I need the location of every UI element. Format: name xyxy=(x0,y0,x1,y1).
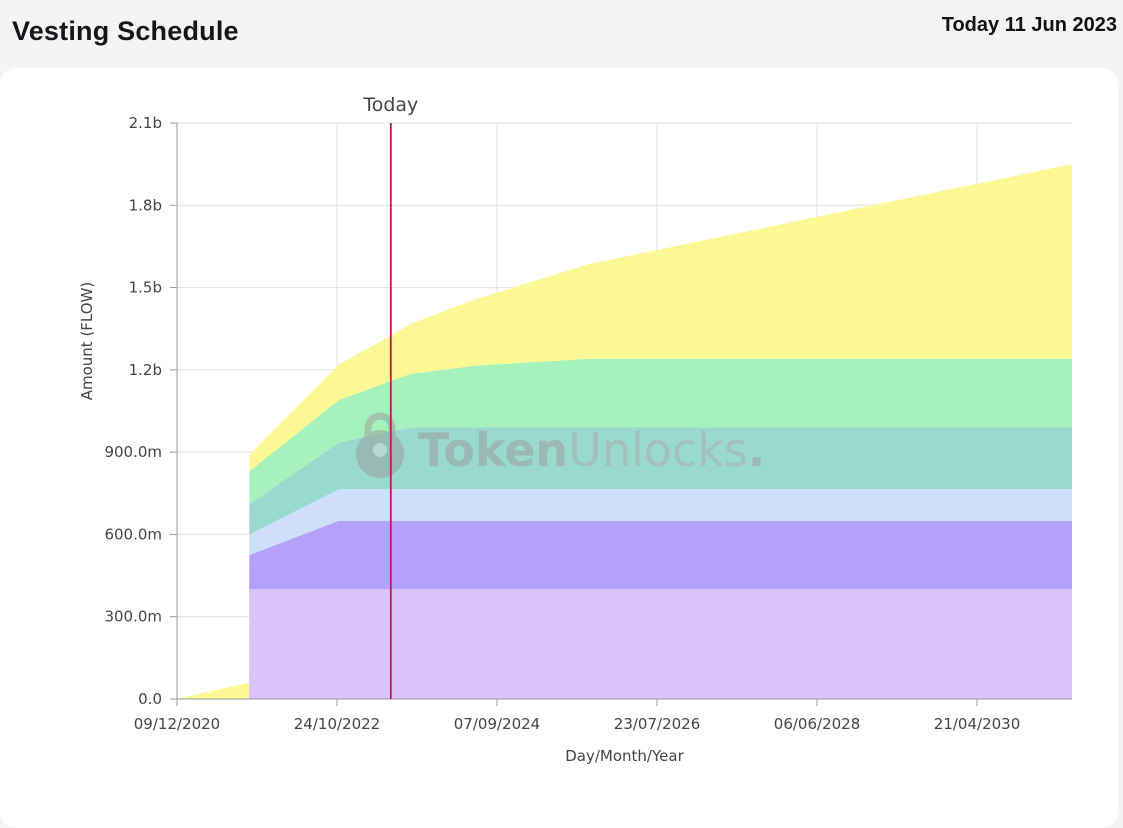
watermark-bold: Token xyxy=(418,423,568,477)
series-area-4 xyxy=(177,427,1072,699)
x-tick-label: 21/04/2030 xyxy=(934,715,1020,733)
today-date: Today 11 Jun 2023 xyxy=(941,14,1117,36)
y-tick-label: 0.0 xyxy=(138,690,162,708)
y-tick-label: 1.5b xyxy=(129,279,162,297)
y-tick-label: 300.0m xyxy=(104,608,162,626)
axes: 0.0 300.0m 600.0m 900.0m 1.2b 1.5b 1.8b 2.1b 09/… xyxy=(78,114,1072,765)
y-tick-label: 1.2b xyxy=(129,361,162,379)
y-tick-label: 600.0m xyxy=(104,525,162,543)
x-tick-label: 23/07/2026 xyxy=(614,715,700,733)
today-label: Today xyxy=(362,94,418,116)
y-axis-title: Amount (FLOW) xyxy=(78,282,96,401)
series-area-3 xyxy=(177,489,1072,699)
watermark: TokenUnlocks. xyxy=(356,412,765,478)
y-tick-label: 1.8b xyxy=(129,196,162,214)
page-title: Vesting Schedule xyxy=(12,16,239,46)
watermark-dot: . xyxy=(748,423,765,477)
y-tick-label: 900.0m xyxy=(104,443,162,461)
series-area-2 xyxy=(177,520,1072,699)
series-area-6 xyxy=(177,164,1072,700)
y-tick-label: 2.1b xyxy=(129,114,162,132)
stacked-areas xyxy=(177,164,1072,700)
watermark-text: TokenUnlocks. xyxy=(418,423,765,477)
vesting-chart[interactable]: TokenUnlocks. 0.0 300.0m 600.0m 900.0m 1.2b 1… xyxy=(0,68,1118,808)
series-area-5 xyxy=(177,358,1072,699)
x-tick-label: 09/12/2020 xyxy=(134,715,220,733)
x-tick-label: 06/06/2028 xyxy=(774,715,860,733)
x-axis-title: Day/Month/Year xyxy=(565,747,684,765)
x-tick-label: 07/09/2024 xyxy=(454,715,540,733)
x-tick-label: 24/10/2022 xyxy=(294,715,380,733)
watermark-light: Unlocks xyxy=(568,423,748,477)
series-area-1 xyxy=(177,589,1072,699)
today-marker: Today xyxy=(362,94,418,699)
chart-card: TokenUnlocks. 0.0 300.0m 600.0m 900.0m 1.2b 1… xyxy=(0,68,1118,828)
